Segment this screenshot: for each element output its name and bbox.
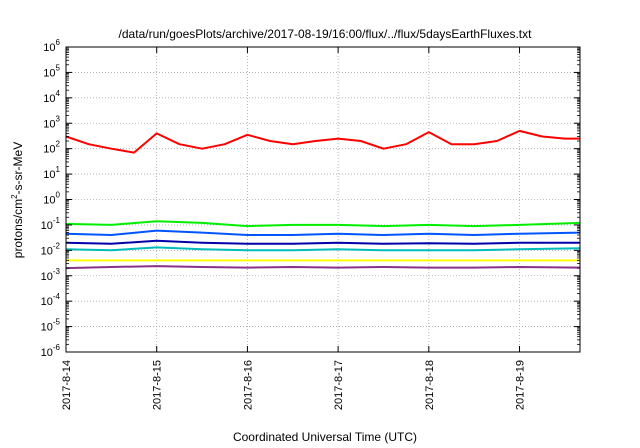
x-tick-label: 2017-8-14 [61, 360, 73, 410]
y-axis-label: protons/cm2-s-sr-MeV [10, 142, 25, 258]
y-tick-label: 102 [43, 140, 60, 156]
y-tick-label: 105 [43, 63, 60, 79]
series-line-2 [65, 220, 581, 228]
x-tick-label: 2017-8-15 [152, 360, 164, 410]
chart-title: /data/run/goesPlots/archive/2017-08-19/1… [119, 27, 533, 41]
series-line-5 [65, 239, 580, 245]
x-tick-label: 2017-8-17 [333, 360, 345, 410]
x-axis-label: Coordinated Universal Time (UTC) [233, 430, 417, 444]
series-line-4 [65, 246, 581, 252]
y-tick-label: 101 [43, 165, 60, 181]
plot-frame [65, 46, 581, 353]
x-tick-label: 2017-8-18 [424, 360, 436, 410]
series-layer [65, 129, 581, 270]
y-tick-label: 106 [43, 38, 60, 54]
x-tick-label: 2017-8-19 [515, 360, 527, 410]
x-tick-label: 2017-8-16 [242, 360, 254, 410]
y-tick-label: 10-5 [41, 318, 61, 334]
y-tick-label: 10-4 [41, 292, 61, 308]
series-line-1 [65, 129, 580, 154]
grid [66, 47, 580, 352]
series-line-7 [65, 265, 581, 270]
series-line-3 [65, 229, 581, 236]
y-tick-label: 10-3 [41, 267, 61, 283]
y-tick-label: 10-1 [41, 216, 61, 232]
y-tick-label: 100 [43, 191, 60, 207]
y-tick-label: 10-6 [41, 343, 61, 359]
y-tick-label: 10-2 [41, 241, 61, 257]
y-tick-label: 104 [43, 89, 60, 105]
y-tick-label: 103 [43, 114, 60, 130]
